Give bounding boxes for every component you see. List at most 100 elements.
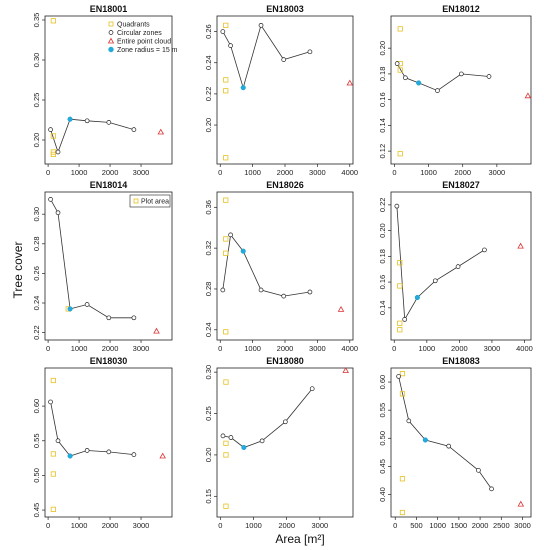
plot-frame xyxy=(44,367,173,518)
entire-point-cloud-point xyxy=(159,452,166,459)
zone-radius-15m-point xyxy=(414,294,420,301)
quadrant-point xyxy=(223,452,229,458)
y-tick-label: 0.36 xyxy=(204,200,213,215)
y-tick-label: 0.60 xyxy=(32,399,41,414)
x-tick-label: 3000 xyxy=(514,521,531,530)
y-tick-label: 0.55 xyxy=(32,433,41,448)
quadrant-point xyxy=(223,88,229,94)
quadrant-point xyxy=(50,506,56,512)
x-tick-label: 3000 xyxy=(309,168,326,177)
panel-title: EN18014 xyxy=(90,180,128,190)
y-tick-label: 0.14 xyxy=(378,301,387,316)
circular-zone-point xyxy=(396,374,401,379)
quadrant-point xyxy=(223,77,229,83)
circular-zone-point xyxy=(220,433,226,439)
circular-zones-line xyxy=(222,233,310,297)
x-tick-label: 2000 xyxy=(102,344,119,353)
legend-label: Circular zones xyxy=(117,30,162,37)
quadrant-point xyxy=(223,155,229,161)
x-tick-label: 1000 xyxy=(245,521,262,530)
circular-zones-line xyxy=(396,63,490,92)
circular-zone-point xyxy=(55,210,61,216)
entire-point-cloud-point xyxy=(517,500,525,507)
chart-panel-en18003: EN18003 0 1000 2000 3000 4000 0.20 0.22 0.24 0.26 xyxy=(204,4,358,177)
x-tick-label: 4000 xyxy=(341,344,358,353)
quadrant-point xyxy=(223,379,229,385)
x-tick-label: 3000 xyxy=(484,344,501,353)
circular-zone-point xyxy=(55,438,61,444)
y-tick-label: 0.20 xyxy=(378,223,387,238)
circular-zone-point xyxy=(228,232,233,238)
circular-zones-line xyxy=(50,199,134,319)
x-tick-label: 2000 xyxy=(454,168,471,177)
circular-zone-point xyxy=(394,203,400,209)
x-tick-label: 500 xyxy=(410,521,423,530)
circular-zone-point xyxy=(220,29,226,34)
zone-radius-15m-point xyxy=(416,80,422,86)
panel-title: EN18012 xyxy=(442,4,480,14)
y-axis-label: Tree cover xyxy=(11,242,25,299)
x-tick-label: 3000 xyxy=(133,521,150,530)
x-tick-label: 1000 xyxy=(71,168,88,177)
legend-label: Zone radius = 15 m xyxy=(117,47,178,54)
x-tick-label: 1000 xyxy=(420,168,437,177)
y-tick-label: 0.18 xyxy=(378,249,387,264)
y-tick-label: 0.35 xyxy=(32,13,41,28)
quadrant-point xyxy=(399,476,406,482)
circular-zone-point xyxy=(228,43,233,48)
zone-radius-15m-point xyxy=(240,85,246,91)
legend-marker-circular xyxy=(108,30,114,35)
y-tick-label: 0.32 xyxy=(204,241,213,256)
y-tick-label: 0.22 xyxy=(32,325,41,340)
zone-radius-15m-point xyxy=(241,444,247,451)
legend-marker-zone15 xyxy=(108,46,114,53)
chart-panel-en18012: EN18012 0 1000 2000 3000 0.12 0.14 0.16 0.18 0.20 xyxy=(378,4,532,177)
circular-zone-point xyxy=(48,399,53,405)
x-tick-label: 3000 xyxy=(133,344,150,353)
zone-radius-15m-point xyxy=(422,437,428,443)
x-tick-label: 2500 xyxy=(493,521,510,530)
quadrant-point xyxy=(223,197,229,203)
quadrant-point xyxy=(397,260,403,266)
y-tick-label: 0.20 xyxy=(204,448,213,463)
circular-zone-point xyxy=(307,49,313,55)
plot-frame xyxy=(390,367,532,518)
x-tick-label: 3000 xyxy=(133,168,150,177)
x-tick-label: 1000 xyxy=(71,344,88,353)
zone-radius-15m-point xyxy=(67,306,73,312)
entire-point-cloud-point xyxy=(517,242,524,249)
y-tick-label: 0.26 xyxy=(32,266,41,281)
x-tick-label: 2000 xyxy=(472,521,489,530)
circular-zone-point xyxy=(281,293,287,299)
y-tick-label: 0.60 xyxy=(378,375,387,390)
chart-panel-en18083: EN18083 0 500 1000 1500 2000 2500 3000 0.40 0.45 0… xyxy=(378,356,532,530)
y-tick-label: 0.22 xyxy=(204,87,213,102)
x-tick-label: 0 xyxy=(392,168,396,177)
legend-marker-entire xyxy=(107,37,115,44)
circular-zone-point xyxy=(482,247,487,253)
quadrant-point xyxy=(50,18,56,24)
chart-panel-en18027: EN18027 0 1000 2000 3000 4000 0.14 0.16 0.18 0.20… xyxy=(378,180,533,353)
y-tick-label: 0.55 xyxy=(378,403,387,418)
circular-zone-point xyxy=(131,315,137,321)
chart-panel-en18030: EN18030 0 1000 2000 3000 0.45 0.50 0.55 0.60 xyxy=(32,356,173,530)
quadrant-point xyxy=(397,26,403,32)
quadrant-point xyxy=(397,320,403,326)
y-tick-label: 0.16 xyxy=(378,92,387,107)
y-tick-label: 0.12 xyxy=(378,144,387,159)
panel-title: EN18026 xyxy=(266,180,304,190)
chart-panel-en18026: EN18026 0 1000 2000 3000 4000 0.24 0.28 0.32 0.36 xyxy=(204,180,358,353)
legend-label: Quadrants xyxy=(117,22,150,29)
chart-panel-en18080: EN18080 0 1000 2000 3000 0.15 0.20 0.25 0.30 xyxy=(204,356,354,530)
panel-title: EN18030 xyxy=(90,356,128,366)
y-tick-label: 0.14 xyxy=(378,118,387,133)
circular-zone-point xyxy=(106,315,112,321)
plot-frame xyxy=(390,15,532,165)
circular-zones-line xyxy=(222,388,313,448)
y-tick-label: 0.50 xyxy=(32,468,41,483)
circular-zone-point xyxy=(281,57,287,62)
x-tick-label: 4000 xyxy=(516,344,533,353)
circular-zone-point xyxy=(55,149,61,155)
legend-box xyxy=(129,194,171,208)
circular-zone-point xyxy=(84,302,90,307)
